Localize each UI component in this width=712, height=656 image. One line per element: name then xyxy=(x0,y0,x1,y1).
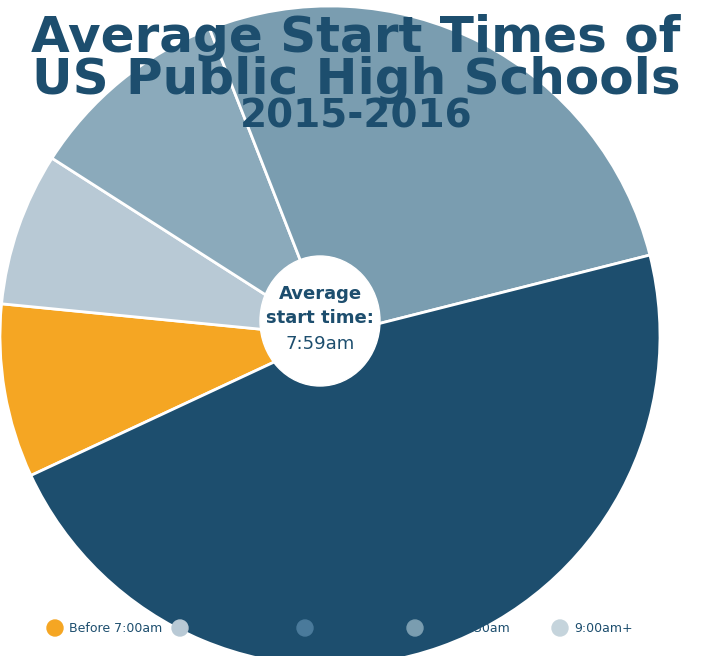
Text: 9:00am+: 9:00am+ xyxy=(574,621,633,634)
Text: 7:59am: 7:59am xyxy=(286,335,355,353)
Wedge shape xyxy=(209,6,650,336)
Text: 8:00am: 8:00am xyxy=(319,621,367,634)
Wedge shape xyxy=(0,304,330,476)
Circle shape xyxy=(297,620,313,636)
Text: Before 7:00am: Before 7:00am xyxy=(69,621,162,634)
Circle shape xyxy=(47,620,63,636)
Text: 7:00-7:30am: 7:00-7:30am xyxy=(194,621,275,634)
Text: US Public High Schools: US Public High Schools xyxy=(32,56,680,104)
Text: 2015-2016: 2015-2016 xyxy=(240,97,472,135)
Ellipse shape xyxy=(260,256,380,386)
Text: 8:00-8:30am: 8:00-8:30am xyxy=(429,621,510,634)
Circle shape xyxy=(172,620,188,636)
Text: Average Start Times of: Average Start Times of xyxy=(31,14,681,62)
Text: start time:: start time: xyxy=(266,309,374,327)
Wedge shape xyxy=(31,255,660,656)
Circle shape xyxy=(552,620,568,636)
Wedge shape xyxy=(52,29,330,336)
Text: Average: Average xyxy=(278,285,362,303)
Circle shape xyxy=(407,620,423,636)
Wedge shape xyxy=(1,158,330,336)
